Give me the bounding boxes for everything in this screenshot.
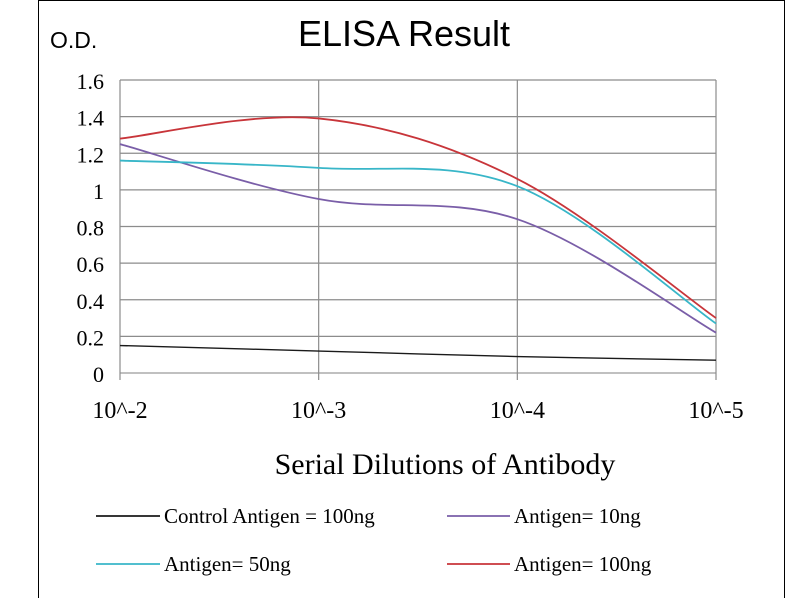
y-tick-label: 0.8 bbox=[77, 216, 105, 241]
x-axis-label: Serial Dilutions of Antibody bbox=[275, 448, 616, 481]
series-line bbox=[119, 143, 717, 334]
series-line bbox=[119, 116, 717, 319]
y-tick-label: 0.6 bbox=[77, 252, 105, 277]
y-axis-label: O.D. bbox=[50, 27, 97, 53]
grid-lines bbox=[119, 79, 717, 380]
x-tick-label: 10^-2 bbox=[92, 398, 147, 424]
y-tick-label: 0.2 bbox=[77, 325, 105, 350]
y-tick-label: 1 bbox=[93, 179, 104, 204]
legend: Control Antigen = 100ng Antigen= 10ng Anti… bbox=[96, 504, 652, 576]
y-tick-label: 1.2 bbox=[77, 142, 105, 167]
legend-label: Antigen= 50ng bbox=[164, 552, 291, 576]
legend-label: Antigen= 10ng bbox=[514, 504, 641, 528]
x-tick-label: 10^-3 bbox=[291, 398, 346, 424]
series-line bbox=[119, 159, 717, 325]
y-tick-label: 0 bbox=[93, 362, 104, 387]
x-tick-label: 10^-5 bbox=[688, 398, 743, 424]
chart-title: ELISA Result bbox=[298, 13, 510, 54]
legend-label: Antigen= 100ng bbox=[514, 552, 652, 576]
y-tick-label: 1.6 bbox=[77, 69, 105, 94]
y-tick-labels: 0 0.2 0.4 0.6 0.8 1 1.2 1.4 1.6 bbox=[77, 69, 105, 387]
chart-frame bbox=[38, 0, 785, 598]
series-line bbox=[119, 344, 717, 361]
legend-label: Control Antigen = 100ng bbox=[164, 504, 375, 528]
y-tick-label: 0.4 bbox=[77, 289, 105, 314]
x-tick-labels: 10^-2 10^-3 10^-4 10^-5 bbox=[92, 398, 743, 424]
y-tick-label: 1.4 bbox=[77, 106, 105, 131]
x-tick-label: 10^-4 bbox=[490, 398, 545, 424]
series-lines bbox=[119, 116, 717, 361]
